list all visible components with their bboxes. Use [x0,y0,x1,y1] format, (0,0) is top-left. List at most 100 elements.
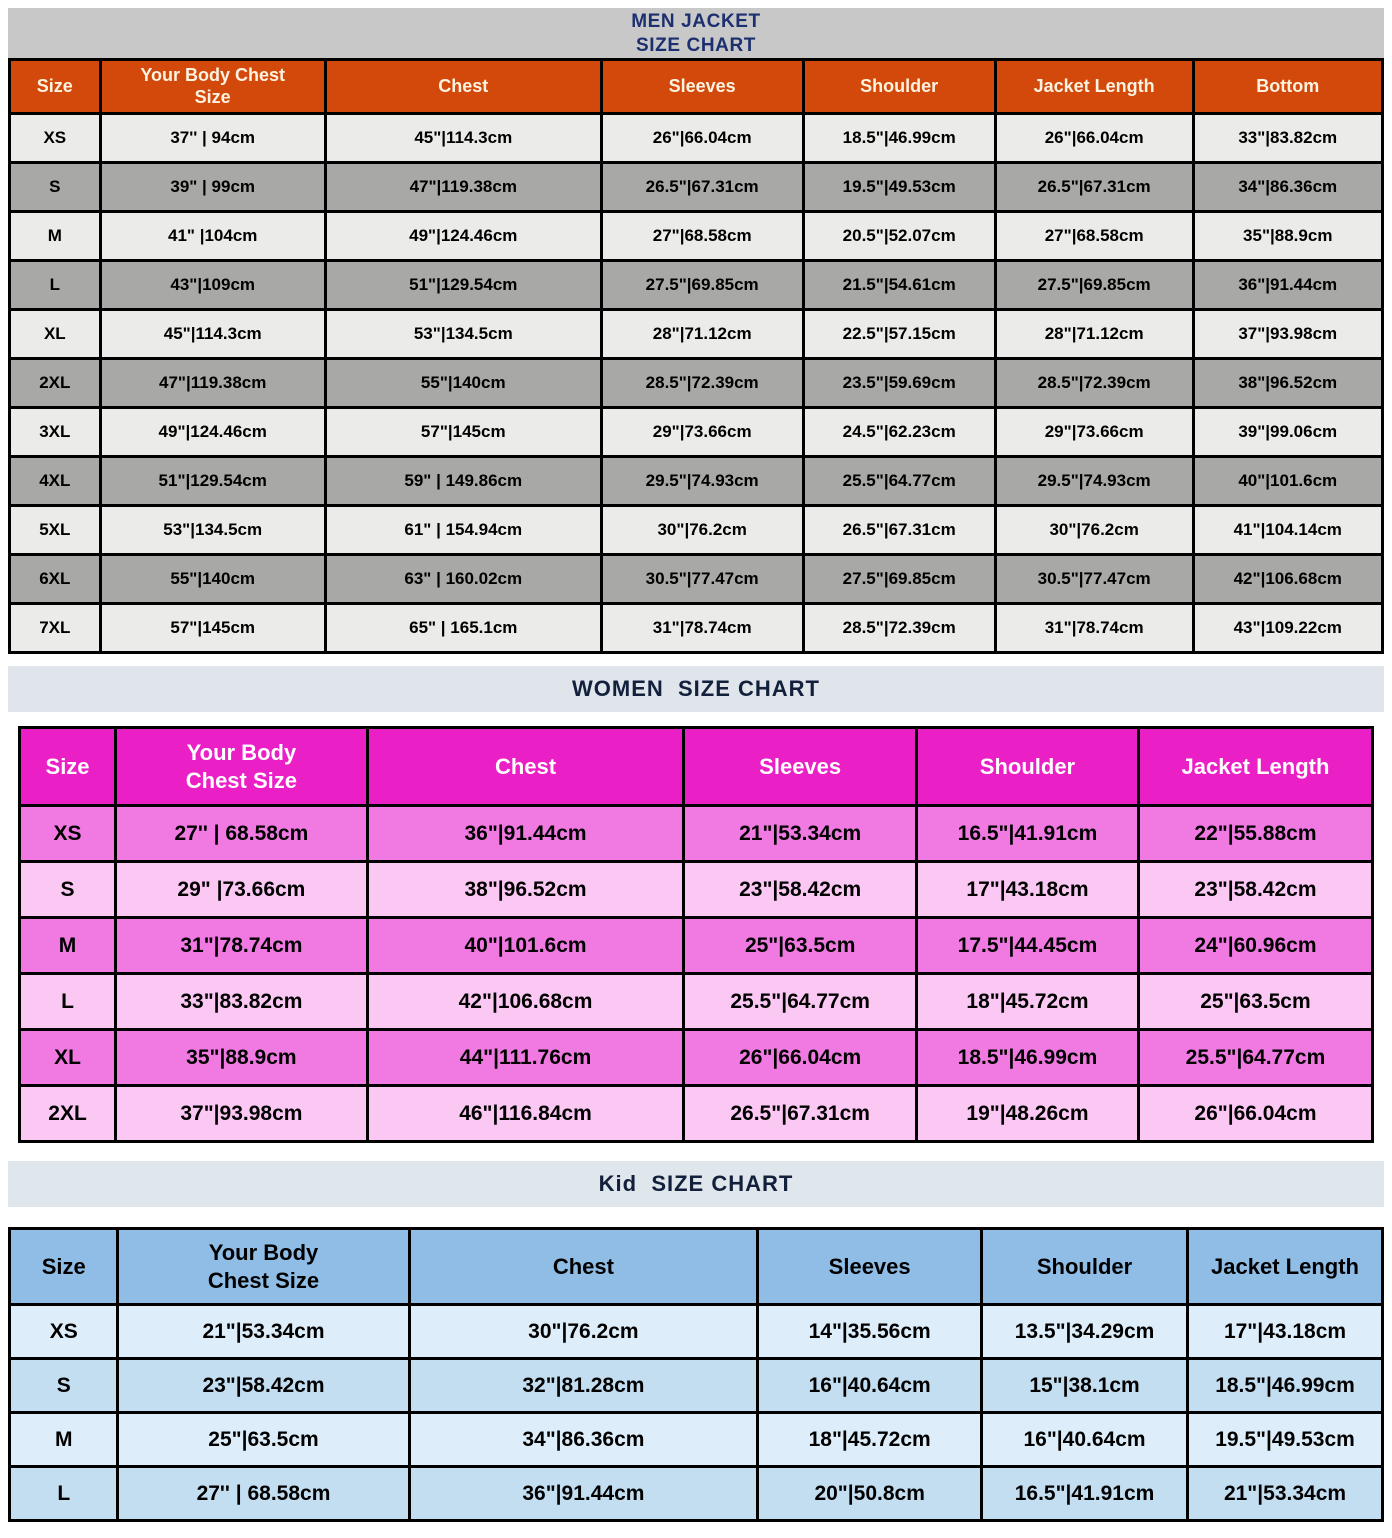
kid-column-header-jacket-length: Jacket Length [1186,1227,1384,1306]
kid-column-header-size: Size [7,1227,120,1306]
men-jacket-measurement-cell: 28.5"|72.39cm [801,602,997,654]
men-jacket-measurement-cell: 51"|129.54cm [323,259,603,311]
kid-measurement-cell: 21"|53.34cm [116,1303,411,1360]
men-jacket-measurement-cell: 43"|109cm [98,259,327,311]
women-size-label-cell: XS [17,804,118,863]
kid-measurement-cell: 16"|40.64cm [980,1411,1189,1468]
women-measurement-cell: 42"|106.68cm [365,972,686,1031]
men-jacket-measurement-cell: 26.5"|67.31cm [801,504,997,556]
women-measurement-cell: 38"|96.52cm [365,860,686,919]
men-jacket-column-header-chest: Chest [323,58,603,115]
women-measurement-cell: 25.5"|64.77cm [682,972,919,1031]
women-size-label-cell: S [17,860,118,919]
men-jacket-measurement-cell: 22.5"|57.15cm [801,308,997,360]
women-column-header-size: Size [17,726,118,807]
women-header-row: Size Your Body Chest Size Chest Sleeves Shou… [17,726,1375,807]
men-jacket-measurement-cell: 47"|119.38cm [323,161,603,213]
kid-measurement-cell: 16.5"|41.91cm [980,1465,1189,1522]
men-size-table: Size Your Body Chest Size Chest Sleeves Shou… [8,58,1384,654]
men-jacket-measurement-cell: 41"|104.14cm [1191,504,1384,556]
men-jacket-measurement-cell: 45"|114.3cm [98,308,327,360]
kid-row-l: L 27'' | 68.58cm 36"|91.44cm 20"|50.8cm 16.5… [7,1465,1384,1522]
women-size-label-cell: 2XL [17,1084,118,1143]
men-jacket-measurement-cell: 19.5"|49.53cm [801,161,997,213]
kid-measurement-cell: 13.5"|34.29cm [980,1303,1189,1360]
men-jacket-measurement-cell: 42"|106.68cm [1191,553,1384,605]
men-jacket-measurement-cell: 30.5"|77.47cm [599,553,805,605]
women-column-header-your-body-chest-size: Your Body Chest Size [114,726,369,807]
kid-measurement-cell: 30"|76.2cm [407,1303,760,1360]
men-jacket-column-header-bottom: Bottom [1191,58,1384,115]
men-jacket-measurement-cell: 45"|114.3cm [323,112,603,164]
women-measurement-cell: 16.5"|41.91cm [915,804,1140,863]
kid-measurement-cell: 16"|40.64cm [756,1357,984,1414]
men-jacket-measurement-cell: 25.5"|64.77cm [801,455,997,507]
men-jacket-size-label-cell: 3XL [8,406,102,458]
men-jacket-measurement-cell: 26.5"|67.31cm [599,161,805,213]
women-measurement-cell: 46"|116.84cm [365,1084,686,1143]
women-measurement-cell: 40"|101.6cm [365,916,686,975]
men-jacket-measurement-cell: 47"|119.38cm [98,357,327,409]
women-measurement-cell: 27'' | 68.58cm [114,804,369,863]
kid-column-header-sleeves: Sleeves [756,1227,984,1306]
women-measurement-cell: 26"|66.04cm [682,1028,919,1087]
men-jacket-measurement-cell: 27.5"|69.85cm [993,259,1195,311]
women-row-m: M 31"|78.74cm 40"|101.6cm 25"|63.5cm 17.5"|4… [17,916,1375,975]
women-row-xs: XS 27'' | 68.58cm 36"|91.44cm 21"|53.34cm 16… [17,804,1375,863]
kid-column-header-your-body-chest-size: Your Body Chest Size [116,1227,411,1306]
men-jacket-measurement-cell: 29"|73.66cm [993,406,1195,458]
men-jacket-measurement-cell: 36"|91.44cm [1191,259,1384,311]
women-measurement-cell: 22"|55.88cm [1136,804,1375,863]
women-measurement-cell: 23"|58.42cm [682,860,919,919]
men-jacket-measurement-cell: 65" | 165.1cm [323,602,603,654]
women-size-label-cell: L [17,972,118,1031]
men-jacket-measurement-cell: 59" | 149.86cm [323,455,603,507]
men-jacket-measurement-cell: 37'' | 94cm [98,112,327,164]
men-jacket-row-l: L 43"|109cm 51"|129.54cm 27.5"|69.85cm 21.5"… [8,259,1384,311]
men-jacket-measurement-cell: 39" | 99cm [98,161,327,213]
women-measurement-cell: 21"|53.34cm [682,804,919,863]
men-jacket-measurement-cell: 38"|96.52cm [1191,357,1384,409]
women-measurement-cell: 29" |73.66cm [114,860,369,919]
kid-measurement-cell: 18"|45.72cm [756,1411,984,1468]
men-jacket-row-s: S 39" | 99cm 47"|119.38cm 26.5"|67.31cm 19.5… [8,161,1384,213]
women-measurement-cell: 33"|83.82cm [114,972,369,1031]
women-measurement-cell: 25.5"|64.77cm [1136,1028,1375,1087]
men-jacket-measurement-cell: 57"|145cm [323,406,603,458]
women-size-label-cell: XL [17,1028,118,1087]
kid-size-label-cell: L [7,1465,120,1522]
women-size-chart-section: WOMEN SIZE CHART Size Your Body Chest Siz… [8,666,1384,1143]
men-jacket-row-5xl: 5XL 53"|134.5cm 61" | 154.94cm 30"|76.2cm 26… [8,504,1384,556]
men-jacket-measurement-cell: 28"|71.12cm [993,308,1195,360]
women-measurement-cell: 23"|58.42cm [1136,860,1375,919]
women-measurement-cell: 25"|63.5cm [1136,972,1375,1031]
men-jacket-measurement-cell: 31"|78.74cm [599,602,805,654]
men-chart-title: MEN JACKET SIZE CHART [8,8,1384,58]
kid-size-table: Size Your Body Chest Size Chest Sleeves Shou… [7,1227,1384,1522]
men-jacket-measurement-cell: 53"|134.5cm [98,504,327,556]
kid-header-row: Size Your Body Chest Size Chest Sleeves Shou… [7,1227,1384,1306]
kid-measurement-cell: 25"|63.5cm [116,1411,411,1468]
men-jacket-size-label-cell: S [8,161,102,213]
men-jacket-measurement-cell: 21.5"|54.61cm [801,259,997,311]
men-jacket-row-3xl: 3XL 49"|124.46cm 57"|145cm 29"|73.66cm 24.5"… [8,406,1384,458]
men-size-chart-section: MEN JACKET SIZE CHART Size Your Body Ches… [8,8,1384,654]
men-jacket-row-6xl: 6XL 55"|140cm 63" | 160.02cm 30.5"|77.47cm 2… [8,553,1384,605]
men-jacket-measurement-cell: 55"|140cm [323,357,603,409]
men-jacket-measurement-cell: 40"|101.6cm [1191,455,1384,507]
men-jacket-size-label-cell: L [8,259,102,311]
men-jacket-row-m: M 41" |104cm 49"|124.46cm 27"|68.58cm 20.5"|… [8,210,1384,262]
men-jacket-measurement-cell: 49"|124.46cm [323,210,603,262]
men-jacket-measurement-cell: 27.5"|69.85cm [801,553,997,605]
men-jacket-size-label-cell: 6XL [8,553,102,605]
men-jacket-measurement-cell: 63" | 160.02cm [323,553,603,605]
kid-size-label-cell: S [7,1357,120,1414]
men-jacket-measurement-cell: 49"|124.46cm [98,406,327,458]
men-jacket-size-label-cell: 2XL [8,357,102,409]
kid-row-s: S 23"|58.42cm 32"|81.28cm 16"|40.64cm 15"|38… [7,1357,1384,1414]
kid-row-xs: XS 21"|53.34cm 30"|76.2cm 14"|35.56cm 13.5"|… [7,1303,1384,1360]
kid-measurement-cell: 19.5"|49.53cm [1186,1411,1384,1468]
women-measurement-cell: 18.5"|46.99cm [915,1028,1140,1087]
men-jacket-measurement-cell: 43"|109.22cm [1191,602,1384,654]
